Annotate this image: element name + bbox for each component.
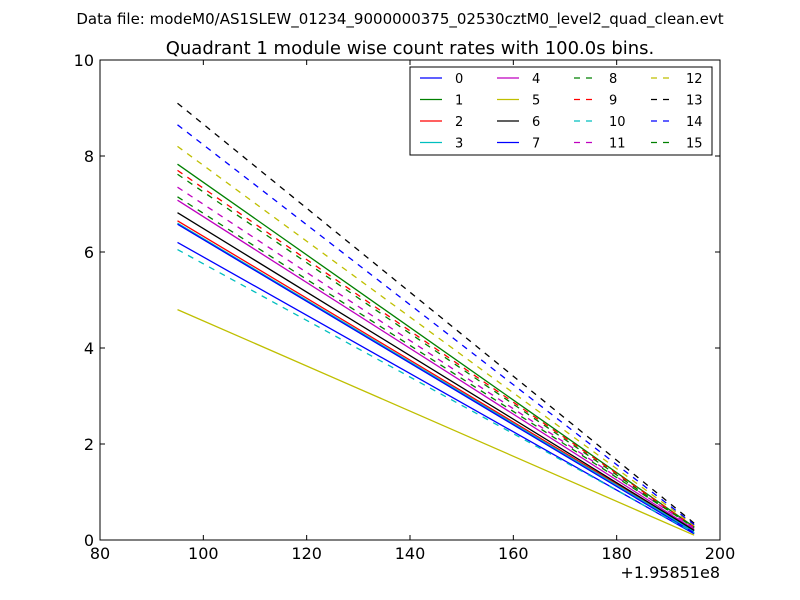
y-tick-label: 4	[84, 339, 94, 358]
series-line-0	[177, 241, 695, 535]
legend-label-1: 1	[455, 94, 463, 109]
series-line-10	[177, 249, 695, 534]
y-tick-label: 6	[84, 243, 94, 262]
legend-label-12: 12	[686, 72, 703, 87]
legend-label-2: 2	[455, 115, 463, 130]
legend-label-15: 15	[686, 137, 703, 152]
series-line-4	[177, 199, 695, 530]
x-tick-label: 140	[395, 544, 426, 563]
legend-label-14: 14	[686, 115, 703, 130]
y-tick-label: 2	[84, 435, 94, 454]
legend-label-6: 6	[532, 115, 540, 130]
legend-label-8: 8	[609, 72, 617, 87]
x-tick-label: 80	[90, 544, 110, 563]
series-line-3	[177, 222, 695, 532]
series-line-14	[177, 124, 695, 526]
legend-label-7: 7	[532, 137, 540, 152]
x-tick-label: 180	[601, 544, 632, 563]
y-tick-label: 0	[84, 531, 94, 550]
x-axis-offset-label: +1.95851e8	[620, 563, 720, 582]
x-tick-label: 160	[498, 544, 529, 563]
series-line-2	[177, 220, 695, 531]
y-tick-label: 8	[84, 147, 94, 166]
x-tick-label: 120	[291, 544, 322, 563]
x-tick-label: 200	[705, 544, 736, 563]
chart-suptitle: Data file: modeM0/AS1SLEW_01234_90000003…	[76, 10, 723, 29]
legend-label-11: 11	[609, 137, 626, 152]
series-line-6	[177, 212, 695, 531]
series-line-15	[177, 196, 695, 528]
series-line-9	[177, 169, 695, 528]
series-line-1	[177, 163, 695, 528]
legend-label-9: 9	[609, 94, 617, 109]
legend-label-4: 4	[532, 72, 540, 87]
chart-title: Quadrant 1 module wise count rates with …	[166, 38, 655, 59]
x-tick-label: 100	[188, 544, 219, 563]
series-line-7	[177, 223, 695, 534]
legend-label-0: 0	[455, 72, 463, 87]
legend-label-10: 10	[609, 115, 626, 130]
legend-label-3: 3	[455, 137, 463, 152]
plot-area: 80 100 120 140 160 180 20002468100123456789101…	[74, 51, 736, 563]
series-line-12	[177, 145, 695, 527]
series-line-5	[177, 309, 695, 536]
series-line-8	[177, 173, 695, 529]
series-line-13	[177, 102, 695, 524]
legend-box	[409, 66, 713, 156]
y-tick-label: 10	[74, 51, 94, 70]
legend-label-5: 5	[532, 94, 540, 109]
legend-label-13: 13	[686, 94, 703, 109]
